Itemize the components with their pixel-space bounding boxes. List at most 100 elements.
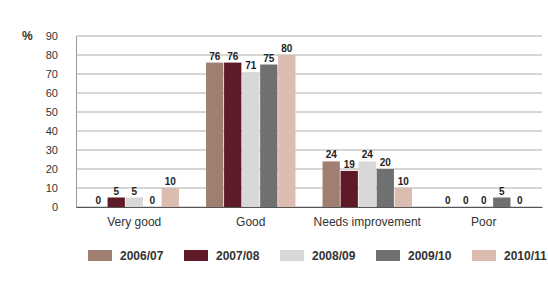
- y-tick: 70: [46, 68, 58, 80]
- grid-line: [76, 150, 542, 151]
- bar: [511, 207, 528, 208]
- bar: [108, 198, 125, 208]
- legend-swatch: [184, 250, 208, 261]
- bar: [359, 161, 376, 207]
- grid: [76, 36, 542, 207]
- data-label: 0: [481, 195, 487, 206]
- bar: [457, 207, 474, 208]
- bar: [439, 207, 456, 208]
- grid-line: [76, 188, 542, 189]
- x-tick-label: Needs improvement: [314, 215, 422, 229]
- data-label: 71: [245, 60, 257, 71]
- y-tick: 90: [46, 30, 58, 42]
- x-tick: Very good: [107, 215, 161, 229]
- legend: 2006/07 2007/08 2008/09 2009/10 2010/11: [88, 249, 547, 263]
- y-tick-label: 90: [46, 30, 58, 42]
- grid-line: [76, 131, 542, 132]
- y-tick: 30: [46, 144, 58, 156]
- bar: [206, 63, 223, 207]
- bar: [144, 207, 161, 208]
- y-axis-title: %: [22, 29, 33, 43]
- y-tick: 0: [52, 201, 58, 213]
- x-axis-line: [77, 207, 543, 208]
- bars: [108, 55, 511, 207]
- plot: 0102030405060708090Very goodGoodNeeds im…: [46, 30, 543, 229]
- y-tick-label: 70: [46, 68, 58, 80]
- data-labels: 0 76 24 0 5 76 19 0 5 71 24 0 0 75 20 5 10 80 10 0: [95, 43, 523, 206]
- bar: [90, 207, 107, 208]
- data-label: 24: [326, 149, 338, 160]
- bar: [260, 65, 277, 208]
- y-axis: 0 10 20 30 40 50 60 70 80 90: [46, 30, 77, 213]
- data-label: 75: [263, 53, 275, 64]
- data-label: 20: [380, 157, 392, 168]
- bar: [224, 63, 241, 207]
- data-label: 10: [398, 176, 410, 187]
- y-tick-label: 40: [46, 125, 58, 137]
- x-tick: Poor: [471, 215, 496, 229]
- bar: [341, 171, 358, 207]
- x-tick-label: Good: [236, 215, 265, 229]
- y-tick: 40: [46, 125, 58, 137]
- y-tick-label: 10: [46, 182, 58, 194]
- grid-line: [76, 55, 542, 56]
- grid-line: [76, 93, 542, 94]
- data-label: 5: [131, 186, 137, 197]
- data-label: 76: [209, 51, 221, 62]
- data-label: 5: [499, 186, 505, 197]
- y-tick: 10: [46, 182, 58, 194]
- legend-swatch: [376, 250, 400, 261]
- y-tick-label: 50: [46, 106, 58, 118]
- y-tick-label: 30: [46, 144, 58, 156]
- bar: [395, 188, 412, 207]
- legend-item: 2009/10: [376, 249, 452, 263]
- x-tick-label: Very good: [107, 215, 161, 229]
- bar: [162, 188, 179, 207]
- data-label: 0: [517, 195, 523, 206]
- x-axis: Very good Good Needs improvement Poor: [77, 208, 543, 229]
- data-label: 19: [344, 159, 356, 170]
- x-tick: Needs improvement: [314, 215, 422, 229]
- data-label: 0: [445, 195, 451, 206]
- y-tick-label: 60: [46, 87, 58, 99]
- bar: [377, 169, 394, 207]
- data-label: 80: [281, 43, 293, 54]
- legend-swatch: [280, 250, 304, 261]
- bar: [126, 198, 143, 208]
- legend-label: 2007/08: [216, 249, 260, 263]
- bar: [278, 55, 295, 207]
- grid-line: [76, 207, 542, 208]
- data-label: 0: [463, 195, 469, 206]
- y-tick-label: 0: [52, 201, 58, 213]
- bar: [475, 207, 492, 208]
- legend-item: 2006/07: [88, 249, 164, 263]
- x-tick: Good: [236, 215, 265, 229]
- data-label: 0: [149, 195, 155, 206]
- legend-item: 2010/11: [472, 249, 547, 263]
- data-label: 10: [165, 176, 177, 187]
- legend-swatch: [472, 250, 496, 261]
- y-tick-label: 20: [46, 163, 58, 175]
- grid-line: [76, 74, 542, 75]
- y-tick: 20: [46, 163, 58, 175]
- y-axis-line: [76, 37, 77, 208]
- legend-item: 2008/09: [280, 249, 356, 263]
- data-label: 76: [227, 51, 239, 62]
- y-tick: 60: [46, 87, 58, 99]
- y-tick-label: 80: [46, 49, 58, 61]
- legend-item: 2007/08: [184, 249, 260, 263]
- bar: [493, 198, 510, 208]
- legend-label: 2008/09: [312, 249, 356, 263]
- data-label: 24: [362, 149, 374, 160]
- grid-line: [76, 36, 542, 37]
- legend-label: 2010/11: [504, 249, 547, 263]
- y-tick: 50: [46, 106, 58, 118]
- y-tick: 80: [46, 49, 58, 61]
- chart: 0102030405060708090Very goodGoodNeeds im…: [0, 0, 548, 295]
- bar: [242, 72, 259, 207]
- x-tick-label: Poor: [471, 215, 496, 229]
- data-label: 0: [95, 195, 101, 206]
- data-label: 5: [113, 186, 119, 197]
- grid-line: [76, 169, 542, 170]
- legend-label: 2006/07: [120, 249, 164, 263]
